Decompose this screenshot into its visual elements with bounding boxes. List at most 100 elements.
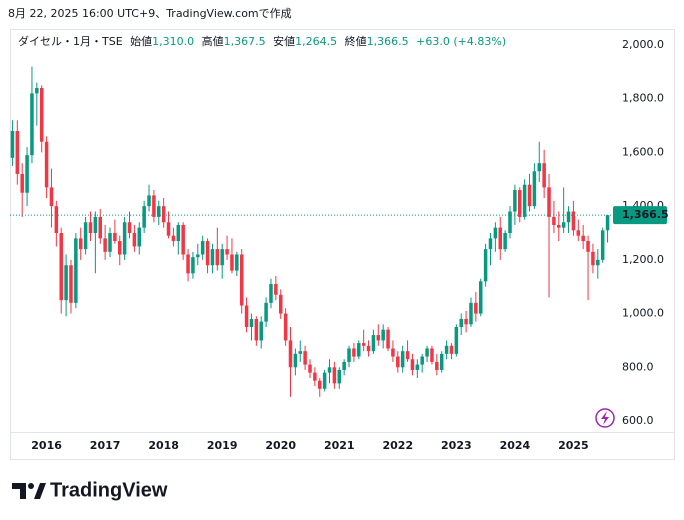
candle-body	[342, 361, 346, 370]
x-tick-label: 2025	[558, 439, 589, 452]
candle-body	[64, 265, 68, 301]
y-tick-label: 1,800.0	[622, 92, 664, 105]
x-tick-label: 2023	[441, 439, 472, 452]
legend-open-label: 始値	[130, 34, 152, 48]
candle-body	[483, 249, 488, 282]
candle-body	[269, 284, 273, 303]
candle-body	[391, 348, 395, 357]
candle-body	[420, 356, 424, 365]
candle-body	[332, 367, 337, 384]
candle-body	[49, 187, 54, 207]
candle-body	[449, 345, 454, 354]
candle-body	[444, 345, 449, 354]
candle-body	[415, 364, 420, 370]
candle-body	[405, 351, 410, 360]
candle-body	[69, 265, 73, 303]
candle-body	[386, 329, 390, 349]
candle-body	[439, 353, 444, 370]
candle-body	[239, 254, 244, 306]
legend-symbol: ダイセル・1月・TSE	[18, 34, 123, 48]
candle-body	[586, 241, 590, 252]
candle-body	[322, 372, 327, 389]
candle-body	[522, 184, 527, 217]
candle-body	[25, 155, 29, 193]
candle-body	[108, 233, 112, 252]
candle-body	[366, 345, 371, 352]
candle-body	[244, 305, 249, 328]
candle-body	[200, 241, 205, 255]
candle-body	[464, 318, 468, 325]
candle-body	[605, 215, 610, 231]
candle-body	[186, 254, 190, 274]
candle-body	[274, 284, 278, 295]
candle-body	[278, 294, 283, 314]
candle-body	[59, 233, 63, 301]
candle-body	[93, 216, 98, 234]
y-tick-label: 800.0	[622, 360, 654, 373]
candle-body	[30, 93, 34, 156]
y-tick-label: 2,000.0	[622, 38, 664, 51]
legend: ダイセル・1月・TSE 始値1,310.0 高値1,367.5 安値1,264.…	[18, 34, 506, 48]
candle-body	[527, 184, 532, 207]
candle-body	[493, 227, 498, 239]
y-tick-label: 1,200.0	[622, 253, 664, 266]
candle-body	[35, 88, 39, 94]
candle-body	[166, 222, 171, 236]
last-price-box	[613, 206, 667, 225]
logo-text: TradingView	[50, 479, 168, 501]
candle-body	[469, 302, 473, 325]
candle-body	[15, 130, 20, 174]
candle-body	[44, 141, 49, 188]
candle-body	[498, 227, 502, 250]
x-tick-label: 2020	[265, 439, 296, 452]
candle-body	[181, 224, 185, 255]
candle-body	[254, 318, 259, 341]
y-tick-label: 1,600.0	[622, 145, 664, 158]
candle-body	[313, 372, 317, 381]
candle-body	[20, 173, 24, 193]
candle-body	[74, 238, 78, 303]
candle-body	[503, 233, 507, 250]
candle-body	[430, 348, 434, 362]
candle-body	[537, 163, 542, 172]
candle-body	[561, 222, 566, 228]
legend-close-label: 終値	[345, 34, 367, 48]
candle-body	[513, 190, 517, 212]
candle-body	[303, 351, 307, 365]
x-tick-label: 2024	[500, 439, 531, 452]
candle-body	[478, 281, 483, 314]
legend-close: 1,366.5	[367, 35, 409, 48]
candle-body	[88, 222, 93, 234]
candle-body	[318, 380, 322, 389]
candle-body	[298, 351, 302, 354]
candle-body	[352, 348, 356, 357]
candle-body	[547, 187, 551, 217]
candle-body	[264, 302, 268, 322]
lightning-icon[interactable]	[595, 408, 615, 428]
candle-body	[288, 340, 293, 368]
candle-body	[78, 238, 83, 250]
candle-body	[161, 206, 166, 223]
candle-body	[474, 302, 478, 314]
candle-body	[488, 238, 493, 250]
candle-body	[571, 211, 576, 231]
candle-body	[171, 235, 176, 242]
candle-body	[410, 359, 415, 370]
candle-body	[210, 249, 215, 266]
chart-frame	[10, 29, 675, 460]
candle-body	[347, 348, 351, 362]
legend-high: 1,367.5	[224, 35, 266, 48]
candle-body	[552, 216, 556, 225]
candle-body	[459, 318, 463, 328]
candle-body	[10, 130, 15, 158]
candle-body	[191, 257, 195, 274]
candle-body	[215, 249, 220, 266]
candle-body	[371, 335, 376, 352]
candle-body	[454, 327, 459, 354]
candle-body	[361, 343, 366, 346]
candle-body	[337, 369, 342, 384]
header: 8月 22, 2025 16:00 UTC+9、TradingView.comで…	[8, 7, 292, 20]
candle-body	[396, 356, 400, 368]
candle-body	[259, 321, 263, 341]
